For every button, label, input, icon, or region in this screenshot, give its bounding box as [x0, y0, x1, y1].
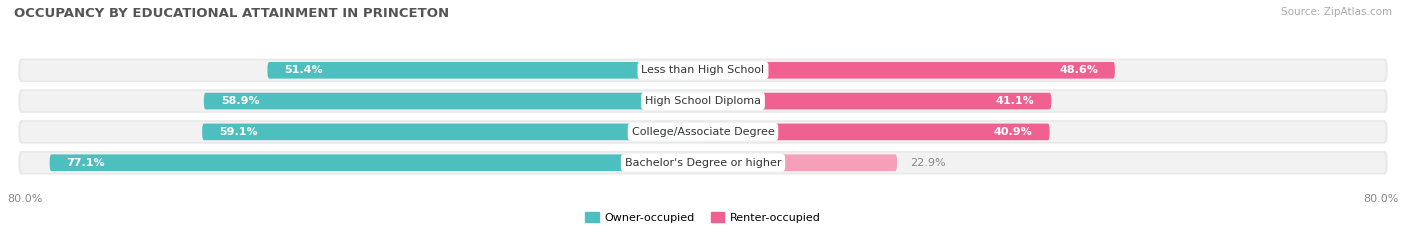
FancyBboxPatch shape [18, 120, 1388, 144]
Text: 48.6%: 48.6% [1059, 65, 1098, 75]
Text: Less than High School: Less than High School [641, 65, 765, 75]
FancyBboxPatch shape [18, 58, 1388, 82]
Text: 77.1%: 77.1% [66, 158, 105, 168]
Text: 41.1%: 41.1% [995, 96, 1035, 106]
FancyBboxPatch shape [49, 154, 703, 171]
FancyBboxPatch shape [21, 91, 1385, 111]
Text: College/Associate Degree: College/Associate Degree [631, 127, 775, 137]
FancyBboxPatch shape [21, 153, 1385, 173]
FancyBboxPatch shape [18, 151, 1388, 175]
Text: 59.1%: 59.1% [219, 127, 257, 137]
FancyBboxPatch shape [703, 62, 1115, 79]
FancyBboxPatch shape [204, 93, 703, 110]
FancyBboxPatch shape [267, 62, 703, 79]
FancyBboxPatch shape [21, 60, 1385, 80]
FancyBboxPatch shape [703, 154, 897, 171]
Text: High School Diploma: High School Diploma [645, 96, 761, 106]
FancyBboxPatch shape [21, 122, 1385, 142]
Text: 51.4%: 51.4% [284, 65, 323, 75]
Text: 22.9%: 22.9% [910, 158, 945, 168]
Legend: Owner-occupied, Renter-occupied: Owner-occupied, Renter-occupied [581, 208, 825, 227]
FancyBboxPatch shape [703, 93, 1052, 110]
Text: Source: ZipAtlas.com: Source: ZipAtlas.com [1281, 7, 1392, 17]
FancyBboxPatch shape [703, 123, 1050, 140]
Text: 58.9%: 58.9% [221, 96, 260, 106]
Text: 40.9%: 40.9% [994, 127, 1032, 137]
Text: Bachelor's Degree or higher: Bachelor's Degree or higher [624, 158, 782, 168]
FancyBboxPatch shape [18, 89, 1388, 113]
Text: OCCUPANCY BY EDUCATIONAL ATTAINMENT IN PRINCETON: OCCUPANCY BY EDUCATIONAL ATTAINMENT IN P… [14, 7, 449, 20]
FancyBboxPatch shape [202, 123, 703, 140]
